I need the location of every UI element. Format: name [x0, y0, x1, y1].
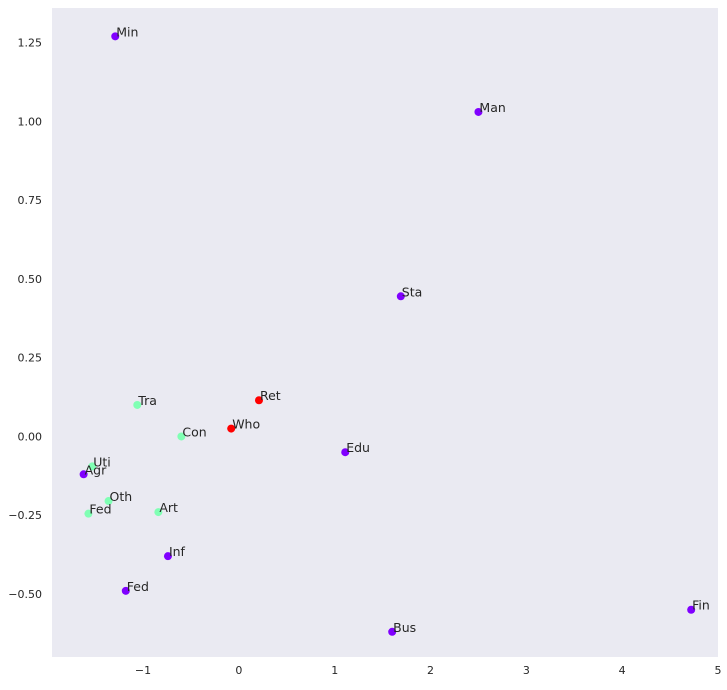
x-tick-label: 3	[523, 664, 530, 677]
point-label: Fin	[692, 598, 710, 613]
data-point	[254, 396, 263, 405]
y-axis-ticks: −0.50 −0.25 0.00 0.25 0.50 0.75 1.00 1.25	[8, 37, 42, 601]
data-point	[79, 470, 88, 479]
y-tick-label: 0.00	[18, 430, 43, 443]
x-tick-label: 2	[427, 664, 434, 677]
point-label: Fed	[89, 502, 111, 517]
data-point	[341, 448, 350, 457]
point-label: Min	[116, 24, 138, 39]
data-point	[84, 509, 93, 518]
y-tick-label: 0.75	[18, 194, 43, 207]
data-point	[133, 400, 142, 409]
y-tick-label: 0.50	[18, 273, 43, 286]
point-label: Man	[479, 100, 505, 115]
data-point	[163, 552, 172, 561]
data-point	[474, 107, 483, 116]
x-tick-label: 4	[619, 664, 626, 677]
x-tick-label: 0	[235, 664, 242, 677]
data-point	[154, 508, 163, 517]
point-label: Sta	[402, 284, 423, 299]
data-point	[177, 432, 186, 441]
plot-area	[52, 8, 718, 657]
y-tick-label: 1.25	[18, 37, 43, 50]
x-axis-ticks: −1 0 1 2 3 4 5	[135, 664, 722, 677]
point-label: Who	[232, 417, 260, 432]
point-label: Edu	[346, 440, 370, 455]
data-point	[687, 605, 696, 614]
x-tick-label: 5	[715, 664, 722, 677]
y-tick-label: −0.50	[8, 588, 42, 601]
data-point	[227, 424, 236, 433]
point-label: Tra	[137, 393, 157, 408]
data-point	[111, 32, 120, 41]
x-tick-label: −1	[135, 664, 151, 677]
data-point	[121, 586, 130, 595]
point-label: Inf	[169, 544, 186, 559]
point-label: Con	[182, 424, 206, 439]
data-point	[104, 497, 113, 506]
point-label: Uti	[93, 454, 111, 469]
data-point	[388, 627, 397, 636]
data-point	[88, 462, 97, 471]
data-point	[396, 292, 405, 301]
y-tick-label: 0.25	[18, 352, 43, 365]
point-label: Ret	[260, 388, 281, 403]
point-label: Art	[159, 500, 178, 515]
x-tick-label: 1	[331, 664, 338, 677]
point-label: Agr	[85, 462, 107, 477]
point-label: Oth	[110, 489, 133, 504]
point-label: Bus	[393, 620, 416, 635]
y-tick-label: 1.00	[18, 115, 43, 128]
y-tick-label: −0.25	[8, 509, 42, 522]
point-label: Fed	[127, 579, 149, 594]
